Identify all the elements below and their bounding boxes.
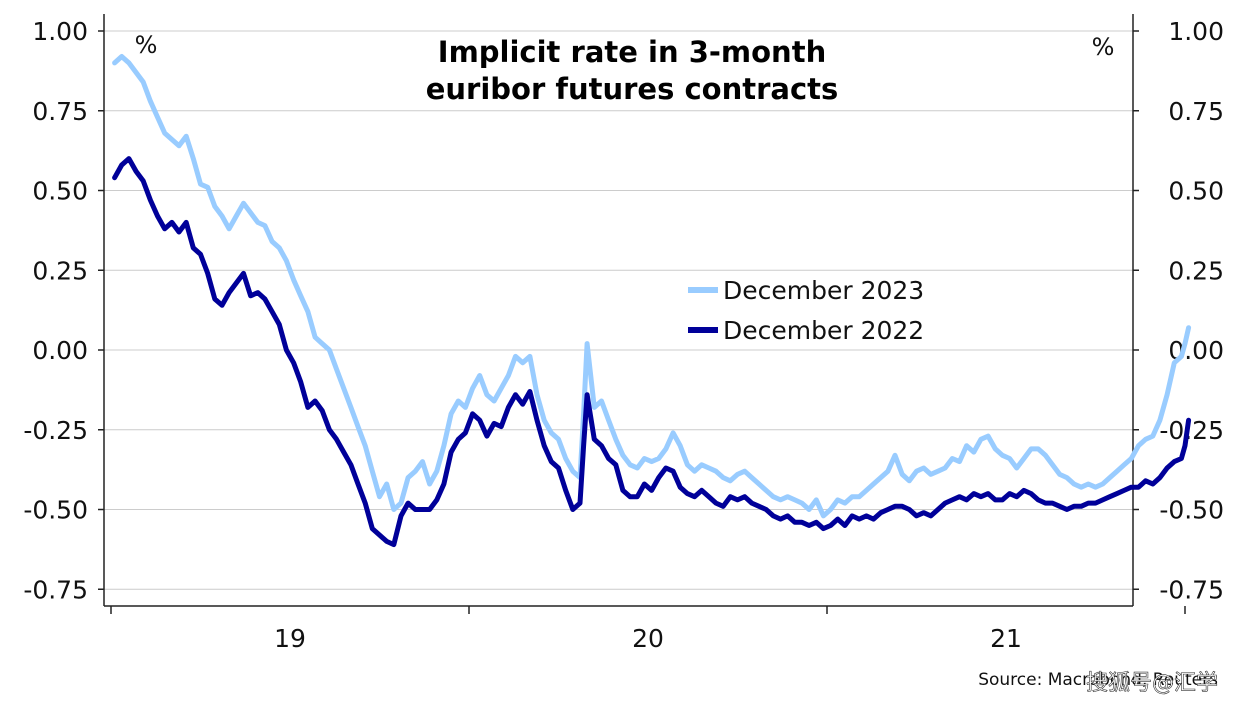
- y-tick-label-right: -0.50: [1159, 496, 1224, 525]
- series-lines: [112, 54, 1192, 548]
- y-tick-label-right: 0.75: [1168, 97, 1224, 126]
- y-tick-label-left: -0.75: [23, 575, 88, 604]
- y-tick-label-left: 0.50: [32, 177, 88, 206]
- y-tick-label-right: -0.25: [1159, 416, 1224, 445]
- x-tick-label: 19: [274, 624, 306, 653]
- unit-label-right: %: [1092, 33, 1115, 61]
- legend: December 2023 December 2022: [688, 276, 924, 345]
- y-tick-label-right: 0.50: [1168, 177, 1224, 206]
- y-tick-label-right: -0.75: [1159, 575, 1224, 604]
- legend-label-december-2023: December 2023: [723, 276, 924, 305]
- source-note: Source: Macrobond, Reuters: [978, 670, 1218, 690]
- legend-label-december-2022: December 2022: [723, 316, 924, 345]
- series-line-december-2023: [112, 54, 1192, 519]
- chart-title-line-1: Implicit rate in 3-month: [438, 35, 826, 69]
- y-tick-label-left: 1.00: [32, 17, 88, 46]
- unit-label-left: %: [135, 31, 158, 59]
- y-tick-label-right: 0.25: [1168, 256, 1224, 285]
- y-axis-left: 1.00 0.75 0.50 0.25 0.00 -0.25 -0.50 -0.75: [23, 17, 104, 604]
- y-tick-label-left: 0.25: [32, 256, 88, 285]
- y-tick-label-right: 1.00: [1168, 17, 1224, 46]
- watermark: 搜狐号@汇学: [1086, 671, 1218, 696]
- y-tick-label-left: -0.25: [23, 416, 88, 445]
- x-axis: 19 20 21: [110, 606, 1186, 653]
- x-tick-label: 20: [632, 624, 664, 653]
- chart-title-line-2: euribor futures contracts: [426, 72, 839, 106]
- series-line-december-2022: [112, 156, 1192, 548]
- y-tick-label-left: -0.50: [23, 496, 88, 525]
- y-tick-label-left: 0.75: [32, 97, 88, 126]
- y-axis-right: 1.000.750.500.250.00-0.25-0.50-0.75: [1133, 17, 1224, 604]
- y-tick-label-left: 0.00: [32, 336, 88, 365]
- gridlines: [104, 30, 1133, 590]
- x-tick-label: 21: [990, 624, 1022, 653]
